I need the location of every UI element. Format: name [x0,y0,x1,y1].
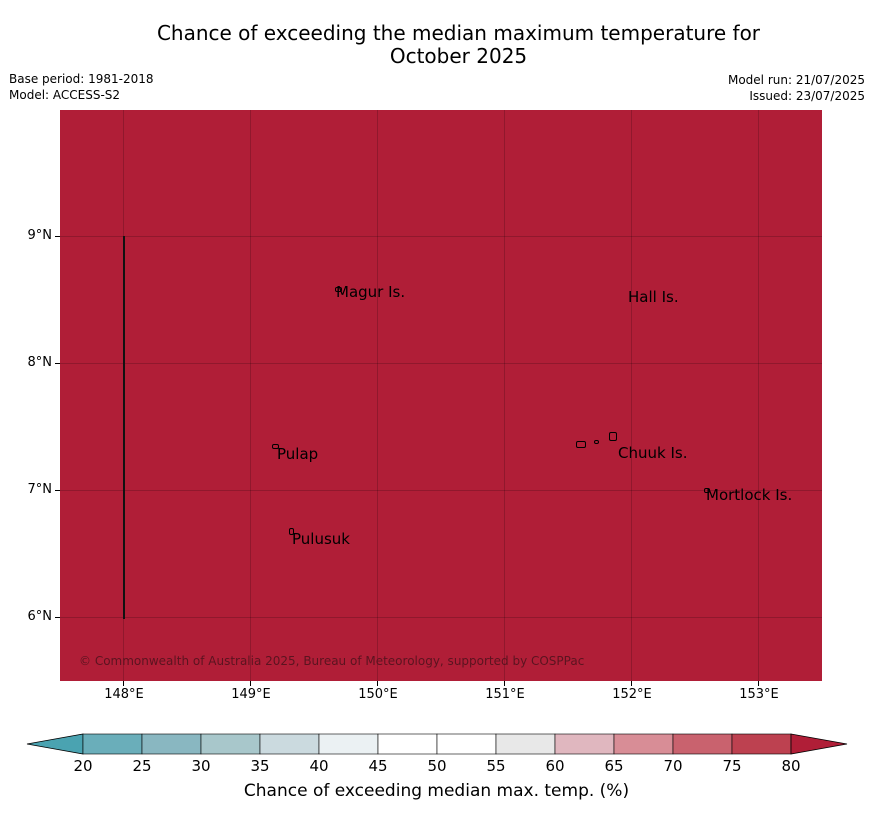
colorbar-tick-label: 20 [73,757,93,775]
colorbar-segment [141,733,202,755]
gridline-150e [377,110,378,681]
colorbar-segment [318,733,379,755]
colorbar-title: Chance of exceeding median max. temp. (%… [243,781,630,801]
chuuk-lagoon-shape [609,432,617,441]
lat-label-9n: 9°N [27,228,53,243]
lon-label-152e: 152°E [612,687,652,702]
colorbar-over-arrow [790,733,848,755]
lon-label-153e: 153°E [739,687,779,702]
mortlock-island-shape [704,488,710,493]
lon-label-148e: 148°E [104,687,144,702]
eez-boundary-line [123,236,125,619]
model-run: Model run: 21/07/2025 [727,73,865,87]
lon-tick [250,681,251,686]
island-label-mortlock: Mortlock Is. [706,486,793,504]
colorbar-segment [200,733,261,755]
colorbar-tick-label: 70 [663,757,683,775]
lat-label-7n: 7°N [27,482,53,497]
colorbar-segment [672,733,733,755]
colorbar-tick-label: 45 [368,757,388,775]
lon-tick [631,681,632,686]
gridline-8n [60,363,822,364]
pulusuk-island-shape [289,528,294,535]
island-label-chuuk: Chuuk Is. [618,444,688,462]
pulap-island-shape [272,444,279,449]
colorbar-tick-label: 30 [191,757,211,775]
lat-tick [55,363,60,364]
island-label-hall: Hall Is. [628,288,679,306]
lon-label-151e: 151°E [485,687,525,702]
colorbar-tick-label: 80 [781,757,801,775]
lat-tick [55,617,60,618]
colorbar-segment [613,733,674,755]
colorbar-segment [82,733,143,755]
colorbar [26,733,848,755]
meta-right: Model run: 21/07/2025 Issued: 23/07/2025 [728,72,865,104]
island-label-pulusuk: Pulusuk [292,530,350,548]
lon-label-149e: 149°E [231,687,271,702]
gridline-6n [60,617,822,618]
forecast-map[interactable]: Magur Is. Hall Is. Pulap Chuuk Is. Mortl… [60,110,822,681]
meta-left: Base period: 1981-2018 Model: ACCESS-S2 [9,71,154,103]
gridline-152e [631,110,632,681]
colorbar-tick-label: 60 [545,757,565,775]
gridline-153e [758,110,759,681]
colorbar-segment [377,733,438,755]
island-label-magur: Magur Is. [336,283,406,301]
model-name: Model: ACCESS-S2 [9,88,121,102]
colorbar-segment [495,733,556,755]
colorbar-tick-label: 50 [427,757,447,775]
chuuk-islet-shape [594,440,599,444]
lon-tick [504,681,505,686]
colorbar-tick-label: 40 [309,757,329,775]
issued-date: Issued: 23/07/2025 [749,89,865,103]
colorbar-segment [436,733,497,755]
colorbar-under-arrow [26,733,84,755]
title-line-1: Chance of exceeding the median maximum t… [156,21,761,45]
colorbar-tick-label: 65 [604,757,624,775]
copyright-notice: © Commonwealth of Australia 2025, Bureau… [79,654,585,668]
title-line-2: October 2025 [389,44,528,68]
lon-tick [377,681,378,686]
lon-tick [123,681,124,686]
colorbar-segment [554,733,615,755]
colorbar-tick-label: 25 [132,757,152,775]
colorbar-tick-label: 75 [722,757,742,775]
chuuk-island-shape [576,441,586,448]
magur-island-shape [335,287,342,292]
lat-label-8n: 8°N [27,355,53,370]
map-title: Chance of exceeding the median maximum t… [60,22,857,68]
colorbar-tick-label: 35 [250,757,270,775]
lat-tick [55,236,60,237]
colorbar-segment [259,733,320,755]
lat-label-6n: 6°N [27,609,53,624]
island-label-pulap: Pulap [277,445,319,463]
lon-tick [758,681,759,686]
gridline-149e [250,110,251,681]
colorbar-tick-label: 55 [486,757,506,775]
gridline-9n [60,236,822,237]
lon-label-150e: 150°E [358,687,398,702]
gridline-7n [60,490,822,491]
lat-tick [55,490,60,491]
colorbar-segments [82,733,792,755]
colorbar-segment [731,733,792,755]
gridline-151e [504,110,505,681]
base-period: Base period: 1981-2018 [9,72,154,86]
